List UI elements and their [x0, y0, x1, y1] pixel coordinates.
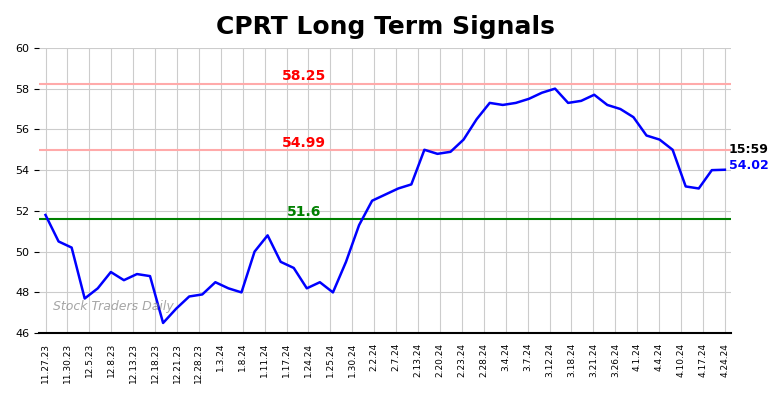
Text: 58.25: 58.25: [281, 70, 326, 84]
Text: 54.02: 54.02: [729, 159, 768, 172]
Text: 54.99: 54.99: [281, 136, 325, 150]
Title: CPRT Long Term Signals: CPRT Long Term Signals: [216, 15, 554, 39]
Text: 15:59: 15:59: [729, 143, 768, 156]
Text: 51.6: 51.6: [286, 205, 321, 219]
Text: Stock Traders Daily: Stock Traders Daily: [53, 300, 173, 313]
